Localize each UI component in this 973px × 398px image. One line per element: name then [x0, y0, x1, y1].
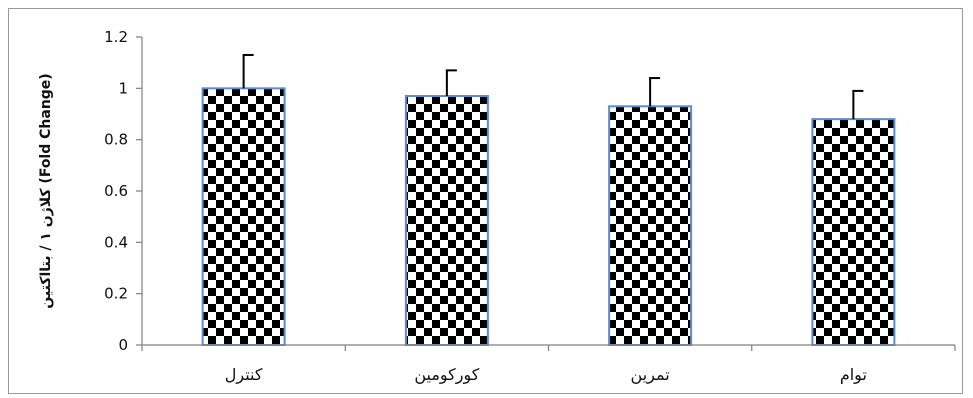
bar: [404, 95, 489, 346]
bar: [608, 105, 693, 346]
y-tick-label: 1: [118, 79, 128, 97]
y-tick-label: 0.6: [104, 182, 128, 200]
x-tick-label: کورکومین: [414, 365, 479, 385]
x-tick-label: توام: [840, 365, 867, 385]
x-tick-label: تمرین: [631, 365, 670, 385]
y-tick-label: 0.8: [104, 131, 128, 149]
bar: [811, 118, 896, 346]
y-tick-label: 1.2: [104, 28, 128, 46]
x-tick-label: کنترل: [225, 365, 263, 385]
y-tick-label: 0.2: [104, 285, 128, 303]
y-axis-label: کلاژن ۱ / بتااکتین (Fold Change): [38, 73, 54, 308]
y-tick-label: 0.4: [104, 233, 128, 251]
bar: [201, 87, 286, 346]
y-tick-label: 0: [118, 336, 128, 354]
